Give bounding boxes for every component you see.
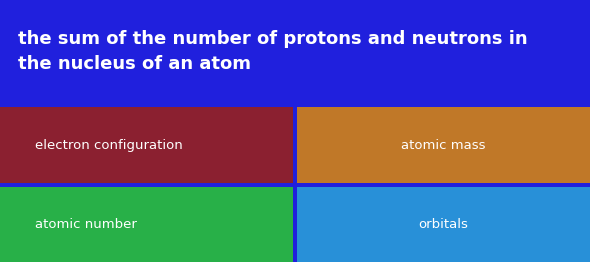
Text: atomic number: atomic number — [35, 218, 137, 231]
Text: atomic mass: atomic mass — [401, 139, 486, 151]
Text: electron configuration: electron configuration — [35, 139, 183, 151]
Text: orbitals: orbitals — [418, 218, 468, 231]
Text: the sum of the number of protons and neutrons in
the nucleus of an atom: the sum of the number of protons and neu… — [18, 30, 527, 73]
